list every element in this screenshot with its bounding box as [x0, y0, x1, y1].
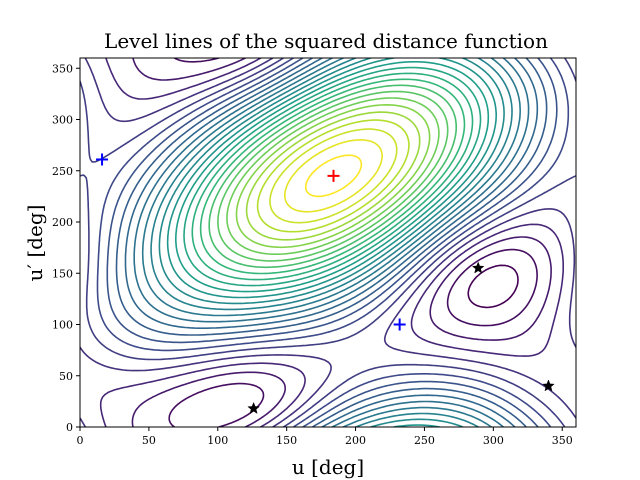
y-tick-label: 300 — [52, 114, 73, 127]
y-tick-label: 200 — [52, 216, 73, 229]
x-tick-label: 300 — [483, 434, 504, 447]
y-axis: 0 50 100 150 200 250 300 350 — [52, 62, 80, 434]
x-tick-label: 100 — [207, 434, 228, 447]
y-axis-label: u′ [deg] — [23, 205, 47, 282]
contour-level — [80, 58, 576, 427]
saddle-marker — [96, 153, 109, 166]
y-tick-label: 350 — [52, 62, 73, 75]
critical-point-markers — [96, 153, 555, 414]
x-axis-label: u [deg] — [292, 455, 364, 479]
contour-level — [226, 97, 440, 255]
contour-level — [245, 111, 421, 241]
x-axis: 0 50 100 150 200 250 300 350 — [77, 427, 573, 447]
contour-level — [131, 58, 552, 427]
contour-level — [256, 119, 410, 233]
contour-level — [191, 72, 474, 281]
x-tick-label: 250 — [414, 434, 435, 447]
contour-level — [304, 154, 363, 198]
y-tick-label: 0 — [66, 421, 73, 434]
contour-level — [124, 58, 539, 427]
minimum-marker — [542, 379, 555, 392]
contour-level — [208, 84, 457, 269]
contour-level — [183, 66, 482, 287]
contour-level — [175, 61, 490, 293]
contour-level — [467, 264, 519, 309]
x-tick-label: 350 — [552, 434, 573, 447]
maximum-marker — [327, 169, 340, 182]
contour-level — [235, 104, 431, 249]
contour-level — [199, 78, 466, 275]
plot-frame — [79, 57, 577, 428]
contour-level — [168, 58, 538, 427]
x-tick-label: 0 — [77, 434, 84, 447]
contour-lines — [80, 58, 576, 427]
minimum-marker — [247, 401, 260, 414]
y-tick-label: 150 — [52, 267, 73, 280]
x-tick-label: 200 — [345, 434, 366, 447]
contour-level — [115, 58, 548, 427]
x-tick-label: 50 — [142, 434, 156, 447]
contour-level — [217, 90, 449, 262]
contour-level — [284, 139, 383, 213]
saddle-marker — [393, 318, 406, 331]
contour-level — [99, 58, 564, 427]
y-tick-label: 50 — [59, 370, 73, 383]
y-tick-label: 250 — [52, 165, 73, 178]
x-tick-label: 150 — [276, 434, 297, 447]
contour-level — [269, 128, 398, 224]
y-tick-label: 100 — [52, 319, 73, 332]
minimum-marker — [471, 261, 485, 274]
chart-title: Level lines of the squared distance func… — [104, 29, 548, 53]
